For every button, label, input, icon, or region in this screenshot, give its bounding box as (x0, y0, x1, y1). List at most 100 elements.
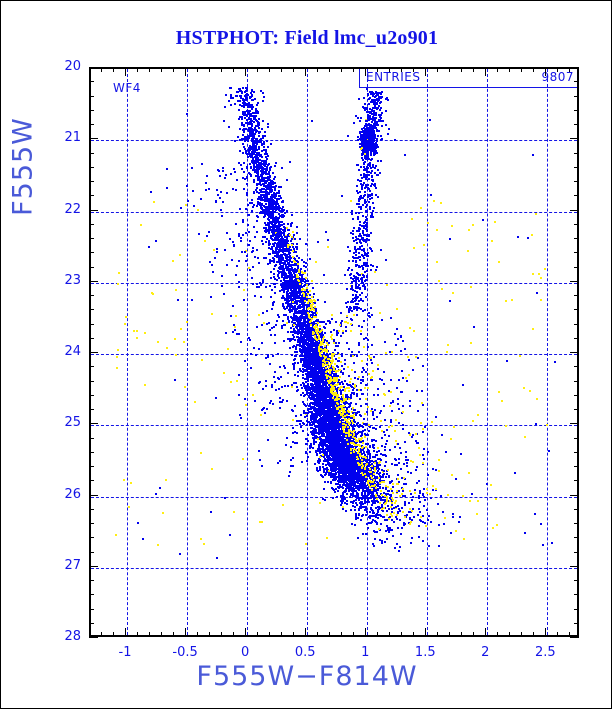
data-point (319, 412, 322, 415)
data-point (369, 454, 372, 457)
data-point (322, 421, 325, 424)
data-point (359, 483, 362, 486)
data-point (308, 423, 311, 426)
data-point (298, 422, 301, 425)
data-point (367, 498, 369, 501)
data-point (403, 477, 406, 480)
data-point (335, 495, 338, 498)
data-point (273, 189, 276, 192)
data-point (342, 492, 345, 495)
data-point (316, 376, 319, 378)
data-point (345, 509, 348, 512)
data-point (248, 162, 251, 165)
data-point (310, 420, 313, 423)
data-point (373, 519, 376, 522)
data-point (250, 156, 252, 158)
data-point (374, 530, 377, 533)
data-point (384, 518, 387, 521)
data-point (372, 530, 375, 533)
data-point (276, 250, 279, 253)
data-point (272, 275, 275, 278)
data-point (331, 401, 333, 404)
data-point (248, 116, 251, 119)
data-point (316, 360, 319, 363)
data-point (246, 88, 249, 91)
data-point (259, 164, 262, 167)
data-point (291, 221, 294, 224)
data-point (256, 155, 259, 158)
data-point (372, 512, 375, 514)
data-point (340, 503, 343, 506)
plot-area[interactable]: WF4 ENTRIES 9807 (89, 67, 579, 637)
data-point (319, 450, 322, 453)
data-point (299, 334, 302, 337)
data-point (319, 421, 322, 424)
data-point (307, 434, 310, 437)
data-point (310, 376, 313, 379)
data-point (286, 241, 289, 244)
data-point (356, 495, 359, 497)
data-point (396, 505, 399, 507)
data-point (277, 217, 280, 220)
data-point (327, 441, 330, 444)
data-point (252, 181, 255, 184)
data-point (366, 433, 369, 436)
data-point (350, 384, 353, 387)
data-point (383, 465, 386, 468)
data-point (303, 377, 306, 380)
data-point (251, 108, 254, 111)
data-point (288, 337, 291, 340)
data-point (298, 326, 301, 329)
data-point (245, 86, 248, 89)
data-point (300, 286, 303, 289)
data-point (316, 390, 319, 393)
data-point (274, 242, 277, 245)
data-point (295, 282, 298, 285)
data-point (304, 262, 307, 265)
data-point (437, 545, 440, 548)
data-point (382, 499, 385, 502)
data-point (357, 513, 360, 516)
data-point (267, 187, 270, 190)
data-point (355, 414, 358, 417)
data-point (372, 465, 375, 468)
data-point (369, 522, 372, 525)
data-point (276, 234, 279, 237)
data-point (341, 500, 344, 503)
data-point (294, 251, 297, 254)
data-point (328, 410, 331, 413)
gridline-vertical-1 (187, 69, 189, 635)
data-point (299, 361, 302, 364)
data-point (252, 165, 255, 168)
data-point (325, 411, 328, 414)
data-point (301, 309, 304, 312)
data-point (295, 232, 298, 235)
data-point (259, 169, 262, 172)
data-point (324, 338, 327, 341)
data-point (259, 189, 262, 192)
data-point (278, 221, 281, 224)
data-point (294, 354, 297, 357)
data-point (258, 147, 261, 150)
data-point (260, 196, 263, 199)
data-point (304, 280, 307, 283)
data-point (279, 254, 282, 257)
data-point (314, 381, 317, 384)
data-point (341, 478, 343, 481)
data-point (323, 325, 325, 328)
data-point (365, 443, 367, 446)
data-point (395, 515, 398, 518)
data-point (272, 282, 275, 285)
data-point (274, 196, 277, 199)
data-point (334, 487, 337, 490)
data-point (256, 204, 258, 207)
data-point (247, 110, 250, 112)
data-point (331, 478, 334, 481)
data-point (323, 456, 326, 459)
data-point (273, 291, 276, 294)
data-point (242, 113, 245, 116)
data-point (299, 354, 302, 357)
data-point (321, 434, 323, 437)
gridline-vertical-4 (367, 69, 369, 635)
data-point (287, 233, 289, 236)
